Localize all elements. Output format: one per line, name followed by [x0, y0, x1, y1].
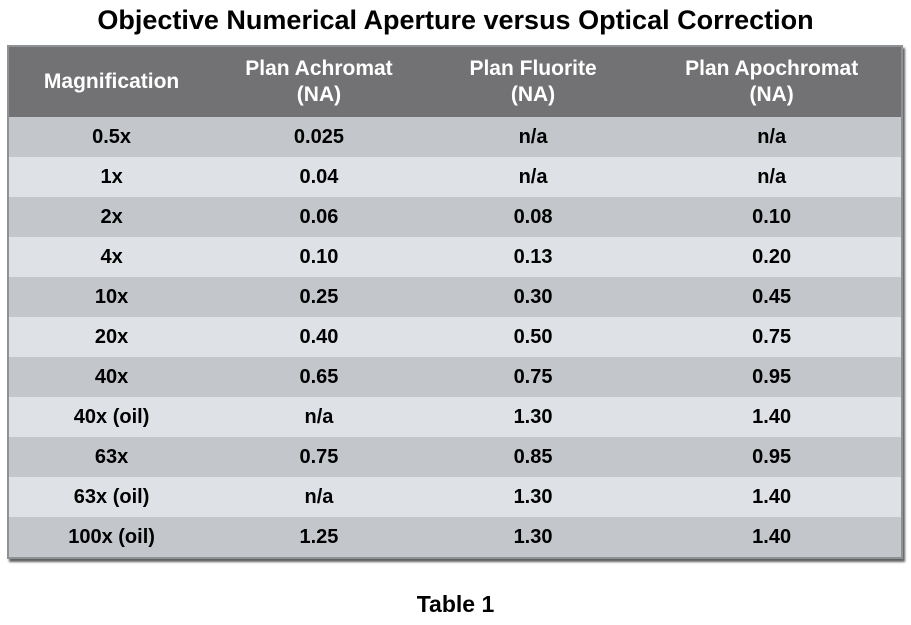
header-line: (NA) — [749, 83, 794, 106]
plan-achromat-na-cell: 0.06 — [214, 197, 424, 237]
table-row: 2x 0.06 0.08 0.10 — [9, 197, 901, 237]
column-header-plan-fluorite: Plan Fluorite (NA) — [423, 47, 643, 117]
plan-fluorite-na-cell: 1.30 — [423, 477, 643, 517]
header-line: Plan Achromat — [245, 56, 393, 80]
plan-fluorite-na-cell: 1.30 — [423, 517, 643, 557]
plan-apochromat-na-cell: 0.45 — [642, 277, 901, 317]
plan-apochromat-na-cell: 1.40 — [642, 477, 901, 517]
plan-achromat-na-cell: 0.75 — [214, 437, 424, 477]
table-row: 100x (oil) 1.25 1.30 1.40 — [9, 517, 901, 557]
plan-achromat-na-cell: 1.25 — [214, 517, 424, 557]
header-line: (NA) — [510, 83, 556, 106]
plan-achromat-na-cell: 0.65 — [214, 357, 424, 397]
plan-apochromat-na-cell: n/a — [642, 117, 901, 157]
table-caption: Table 1 — [416, 591, 495, 617]
table-row: 20x 0.40 0.50 0.75 — [9, 317, 901, 357]
plan-achromat-na-cell: 0.10 — [214, 237, 424, 277]
plan-apochromat-na-cell: 0.75 — [642, 317, 901, 357]
plan-apochromat-na-cell: 1.40 — [642, 517, 901, 557]
magnification-cell: 2x — [9, 197, 215, 237]
magnification-cell: 4x — [9, 237, 215, 277]
plan-fluorite-na-cell: 0.30 — [423, 277, 643, 317]
magnification-cell: 0.5x — [9, 117, 215, 157]
plan-fluorite-na-cell: 0.75 — [423, 357, 643, 397]
table-row: 63x (oil) n/a 1.30 1.40 — [9, 477, 901, 517]
na-correction-table: Magnification Plan Achromat (NA) Plan Fl… — [9, 47, 901, 557]
magnification-cell: 63x (oil) — [9, 477, 215, 517]
plan-apochromat-na-cell: 1.40 — [642, 397, 901, 437]
plan-fluorite-na-cell: 1.30 — [423, 397, 643, 437]
plan-achromat-na-cell: n/a — [214, 477, 424, 517]
column-header-magnification: Magnification — [9, 47, 215, 117]
plan-fluorite-na-cell: 0.08 — [423, 197, 643, 237]
column-header-plan-achromat: Plan Achromat (NA) — [214, 47, 424, 117]
header-line: Plan Fluorite — [469, 56, 597, 80]
table-header: Magnification Plan Achromat (NA) Plan Fl… — [9, 47, 901, 117]
plan-achromat-na-cell: 0.40 — [214, 317, 424, 357]
figure-title: Objective Numerical Aperture versus Opti… — [97, 5, 814, 35]
plan-achromat-na-cell: n/a — [214, 397, 424, 437]
plan-apochromat-na-cell: n/a — [642, 157, 901, 197]
magnification-cell: 40x — [9, 357, 215, 397]
plan-apochromat-na-cell: 0.95 — [642, 437, 901, 477]
magnification-cell: 10x — [9, 277, 215, 317]
plan-fluorite-na-cell: 0.85 — [423, 437, 643, 477]
table-body: 0.5x 0.025 n/a n/a 1x 0.04 n/a n/a 2x 0.06 0.08 0.1… — [9, 117, 901, 557]
plan-apochromat-na-cell: 0.95 — [642, 357, 901, 397]
na-correction-table-wrap: Magnification Plan Achromat (NA) Plan Fl… — [7, 45, 903, 559]
header-row: Magnification Plan Achromat (NA) Plan Fl… — [9, 47, 901, 117]
table-row: 10x 0.25 0.30 0.45 — [9, 277, 901, 317]
table-row: 40x (oil) n/a 1.30 1.40 — [9, 397, 901, 437]
magnification-cell: 20x — [9, 317, 215, 357]
magnification-cell: 40x (oil) — [9, 397, 215, 437]
table-row: 0.5x 0.025 n/a n/a — [9, 117, 901, 157]
magnification-cell: 1x — [9, 157, 215, 197]
plan-apochromat-na-cell: 0.20 — [642, 237, 901, 277]
table-row: 63x 0.75 0.85 0.95 — [9, 437, 901, 477]
header-line: Plan Apochromat — [685, 56, 859, 80]
header-line: Magnification — [43, 69, 180, 93]
plan-fluorite-na-cell: 0.13 — [423, 237, 643, 277]
plan-apochromat-na-cell: 0.10 — [642, 197, 901, 237]
table-row: 40x 0.65 0.75 0.95 — [9, 357, 901, 397]
plan-achromat-na-cell: 0.025 — [214, 117, 424, 157]
plan-achromat-na-cell: 0.25 — [214, 277, 424, 317]
table-row: 1x 0.04 n/a n/a — [9, 157, 901, 197]
plan-fluorite-na-cell: 0.50 — [423, 317, 643, 357]
column-header-plan-apochromat: Plan Apochromat (NA) — [642, 47, 901, 117]
header-line: (NA) — [296, 83, 342, 106]
plan-fluorite-na-cell: n/a — [423, 157, 643, 197]
magnification-cell: 63x — [9, 437, 215, 477]
plan-achromat-na-cell: 0.04 — [214, 157, 424, 197]
magnification-cell: 100x (oil) — [9, 517, 215, 557]
plan-fluorite-na-cell: n/a — [423, 117, 643, 157]
table-row: 4x 0.10 0.13 0.20 — [9, 237, 901, 277]
